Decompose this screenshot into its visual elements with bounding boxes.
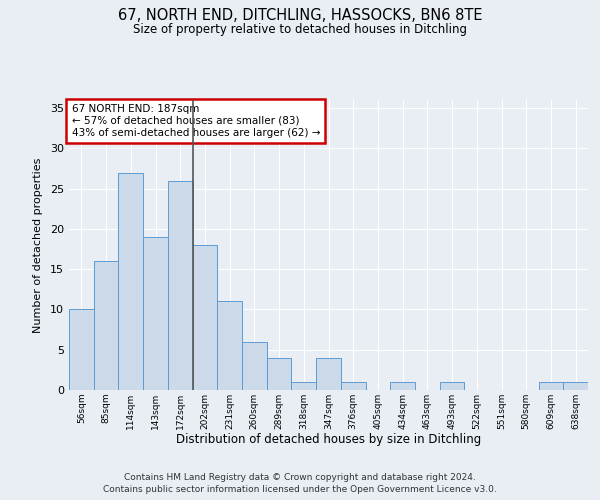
Bar <box>217 302 242 390</box>
Bar <box>539 382 563 390</box>
Text: Distribution of detached houses by size in Ditchling: Distribution of detached houses by size … <box>176 432 481 446</box>
Y-axis label: Number of detached properties: Number of detached properties <box>33 158 43 332</box>
Bar <box>143 237 168 390</box>
Bar <box>316 358 341 390</box>
Bar <box>440 382 464 390</box>
Bar <box>69 310 94 390</box>
Text: 67 NORTH END: 187sqm
← 57% of detached houses are smaller (83)
43% of semi-detac: 67 NORTH END: 187sqm ← 57% of detached h… <box>71 104 320 138</box>
Text: Contains public sector information licensed under the Open Government Licence v3: Contains public sector information licen… <box>103 485 497 494</box>
Bar <box>242 342 267 390</box>
Bar <box>267 358 292 390</box>
Bar <box>292 382 316 390</box>
Bar <box>168 180 193 390</box>
Text: Contains HM Land Registry data © Crown copyright and database right 2024.: Contains HM Land Registry data © Crown c… <box>124 472 476 482</box>
Bar <box>193 245 217 390</box>
Bar <box>341 382 365 390</box>
Text: Size of property relative to detached houses in Ditchling: Size of property relative to detached ho… <box>133 22 467 36</box>
Text: 67, NORTH END, DITCHLING, HASSOCKS, BN6 8TE: 67, NORTH END, DITCHLING, HASSOCKS, BN6 … <box>118 8 482 22</box>
Bar <box>118 172 143 390</box>
Bar <box>94 261 118 390</box>
Bar <box>563 382 588 390</box>
Bar <box>390 382 415 390</box>
